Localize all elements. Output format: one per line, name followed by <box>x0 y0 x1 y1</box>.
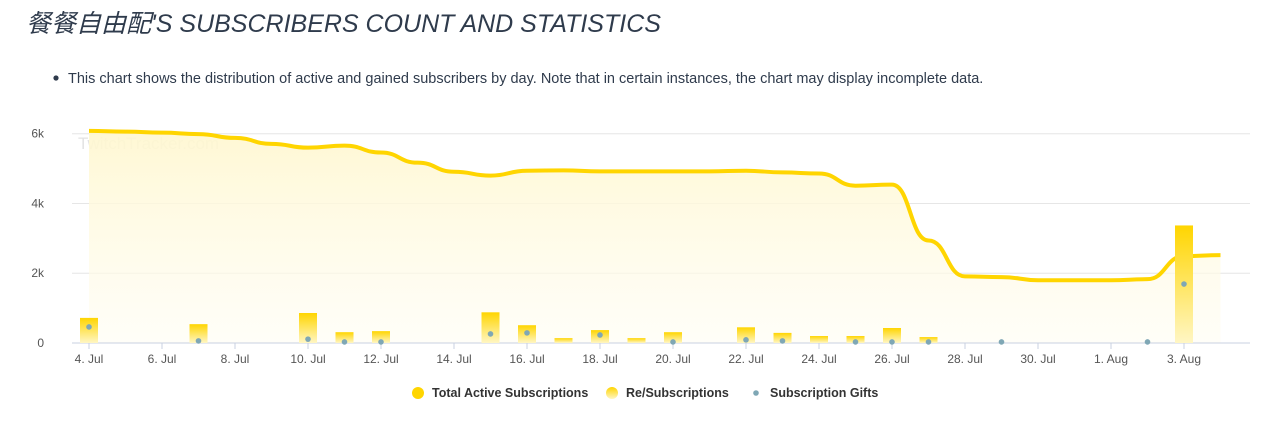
gift-dot <box>524 330 530 336</box>
x-tick-label: 1. Aug <box>1094 352 1128 366</box>
legend-item: Subscription Gifts <box>753 386 878 400</box>
legend-item: Total Active Subscriptions <box>412 386 588 400</box>
x-tick-label: 22. Jul <box>728 352 763 366</box>
bar <box>335 332 354 343</box>
gift-dot <box>779 338 786 344</box>
y-tick-label: 2k <box>31 266 45 280</box>
gift-dot <box>487 331 494 337</box>
gift-dot <box>341 339 348 345</box>
gift-dot <box>925 339 932 345</box>
x-tick-label: 8. Jul <box>221 352 250 366</box>
x-tick-label: 6. Jul <box>148 352 177 366</box>
subtitle: This chart shows the distribution of act… <box>68 71 983 87</box>
bar <box>554 338 573 343</box>
gift-dot <box>1181 281 1187 287</box>
x-tick-label: 20. Jul <box>655 352 690 366</box>
gift-dot <box>998 339 1005 345</box>
x-tick-label: 16. Jul <box>509 352 544 366</box>
gift-dot <box>305 336 311 342</box>
chart-title: 餐餐自由配'S SUBSCRIBERS COUNT AND STATISTICS <box>26 10 661 38</box>
bar <box>883 328 901 343</box>
line-area <box>89 130 1221 343</box>
bar <box>773 332 792 343</box>
bar <box>627 338 646 343</box>
legend-label: Re/Subscriptions <box>626 386 729 400</box>
bar <box>481 312 500 343</box>
x-tick-label: 4. Jul <box>75 352 104 366</box>
gift-dot <box>195 338 202 344</box>
bullet <box>53 75 59 81</box>
x-tick-label: 30. Jul <box>1020 352 1055 366</box>
gift-dot <box>889 339 895 345</box>
y-tick-label: 4k <box>31 196 45 210</box>
gift-dot <box>378 339 384 345</box>
x-tick-label: 26. Jul <box>874 352 909 366</box>
x-tick-label: 3. Aug <box>1167 352 1201 366</box>
bar <box>664 332 682 343</box>
bar <box>299 313 317 343</box>
x-tick-label: 18. Jul <box>582 352 617 366</box>
x-tick-label: 12. Jul <box>363 352 398 366</box>
legend-label: Subscription Gifts <box>770 386 878 400</box>
x-tick-label: 28. Jul <box>947 352 982 366</box>
legend-label: Total Active Subscriptions <box>432 386 588 400</box>
y-tick-label: 6k <box>31 127 45 141</box>
legend-swatch <box>753 390 759 396</box>
gift-dot <box>1144 339 1151 345</box>
gift-dot <box>86 324 92 330</box>
bar <box>810 336 828 343</box>
bar <box>372 331 390 343</box>
gift-dot <box>743 337 749 343</box>
bar <box>80 317 98 343</box>
gift-dot <box>670 339 676 345</box>
x-tick-label: 10. Jul <box>290 352 325 366</box>
legend-item: Re/Subscriptions <box>606 386 729 400</box>
x-tick-label: 24. Jul <box>801 352 836 366</box>
gift-dot <box>852 339 859 345</box>
bar <box>189 324 208 343</box>
legend-swatch <box>412 387 424 399</box>
y-tick-label: 0 <box>37 336 44 350</box>
x-tick-label: 14. Jul <box>436 352 471 366</box>
legend-swatch <box>606 387 618 399</box>
line <box>88 128 1221 283</box>
gift-dot <box>597 332 603 338</box>
bar <box>737 327 755 343</box>
